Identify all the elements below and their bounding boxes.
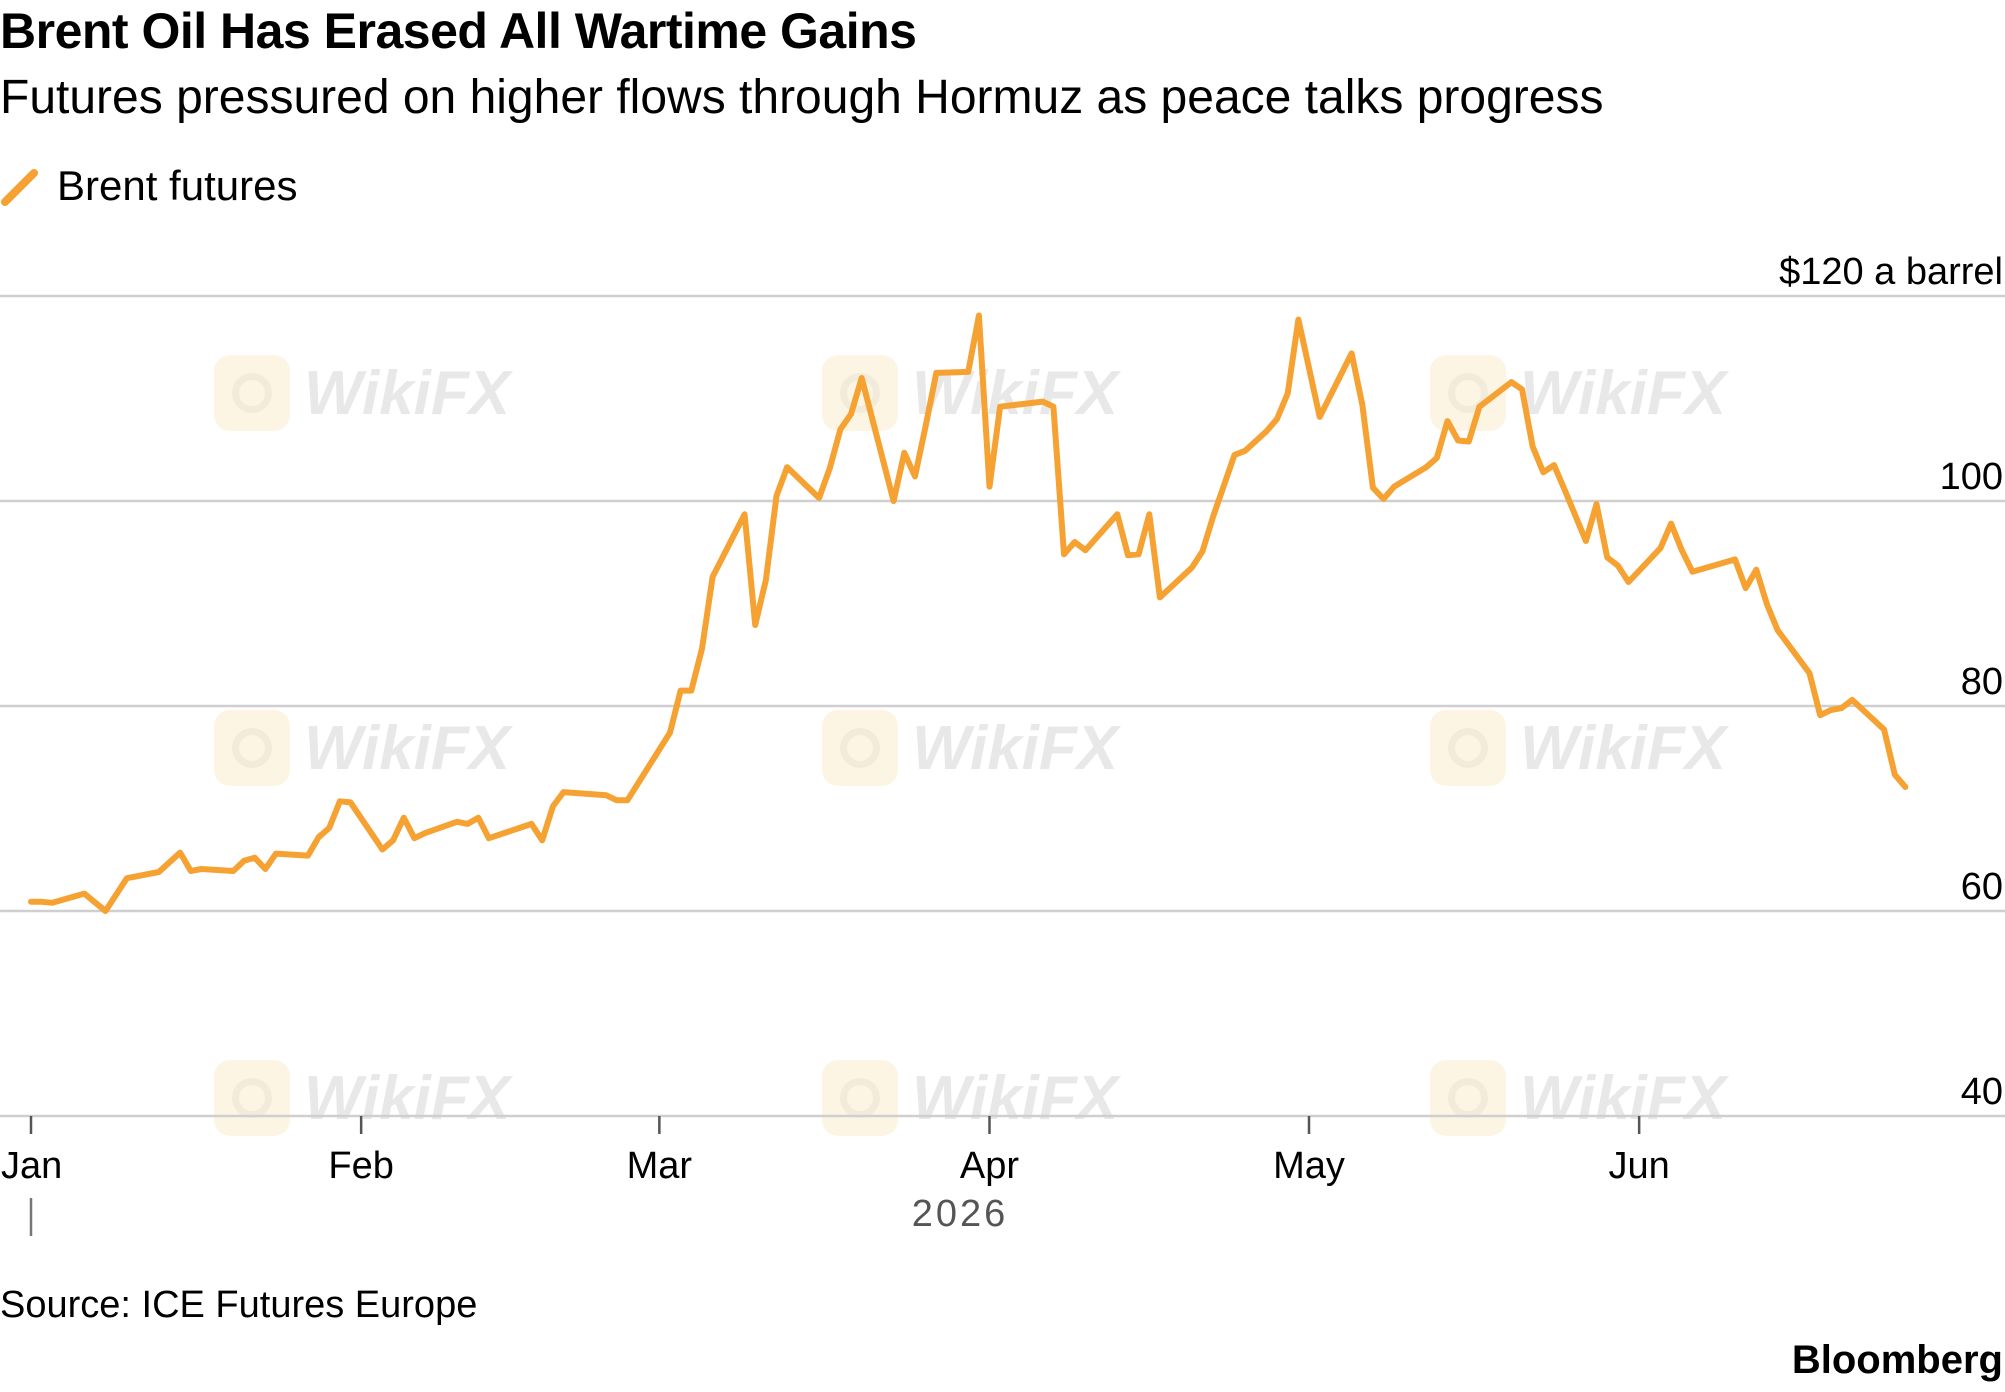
y-tick-label: 40 [1961,1071,2003,1113]
legend: Brent futures [0,158,297,214]
legend-label: Brent futures [57,162,298,209]
y-tick-label: 60 [1961,866,2003,908]
x-tick-label: Apr [960,1145,1019,1187]
x-tick-label: Mar [627,1145,693,1187]
x-tick-label: Jun [1609,1145,1670,1187]
y-tick-label: $120 a barrel [1779,251,2003,293]
y-tick-label: 100 [1940,456,2003,498]
x-axis-year-label: 2026 [912,1193,1009,1235]
x-tick-label: May [1273,1145,1345,1187]
chart-subtitle: Futures pressured on higher flows throug… [0,71,1604,124]
series-line-brent-futures [28,312,1909,914]
y-tick-label: 80 [1961,661,2003,703]
bloomberg-logo: Bloomberg [1791,1338,2003,1382]
x-tick-label: Jan [1,1145,62,1187]
legend-line-swatch-icon [1,169,38,206]
x-tick-label: Feb [328,1145,393,1187]
source-note: Source: ICE Futures Europe [0,1284,478,1326]
chart-title: Brent Oil Has Erased All Wartime Gains [0,3,917,59]
